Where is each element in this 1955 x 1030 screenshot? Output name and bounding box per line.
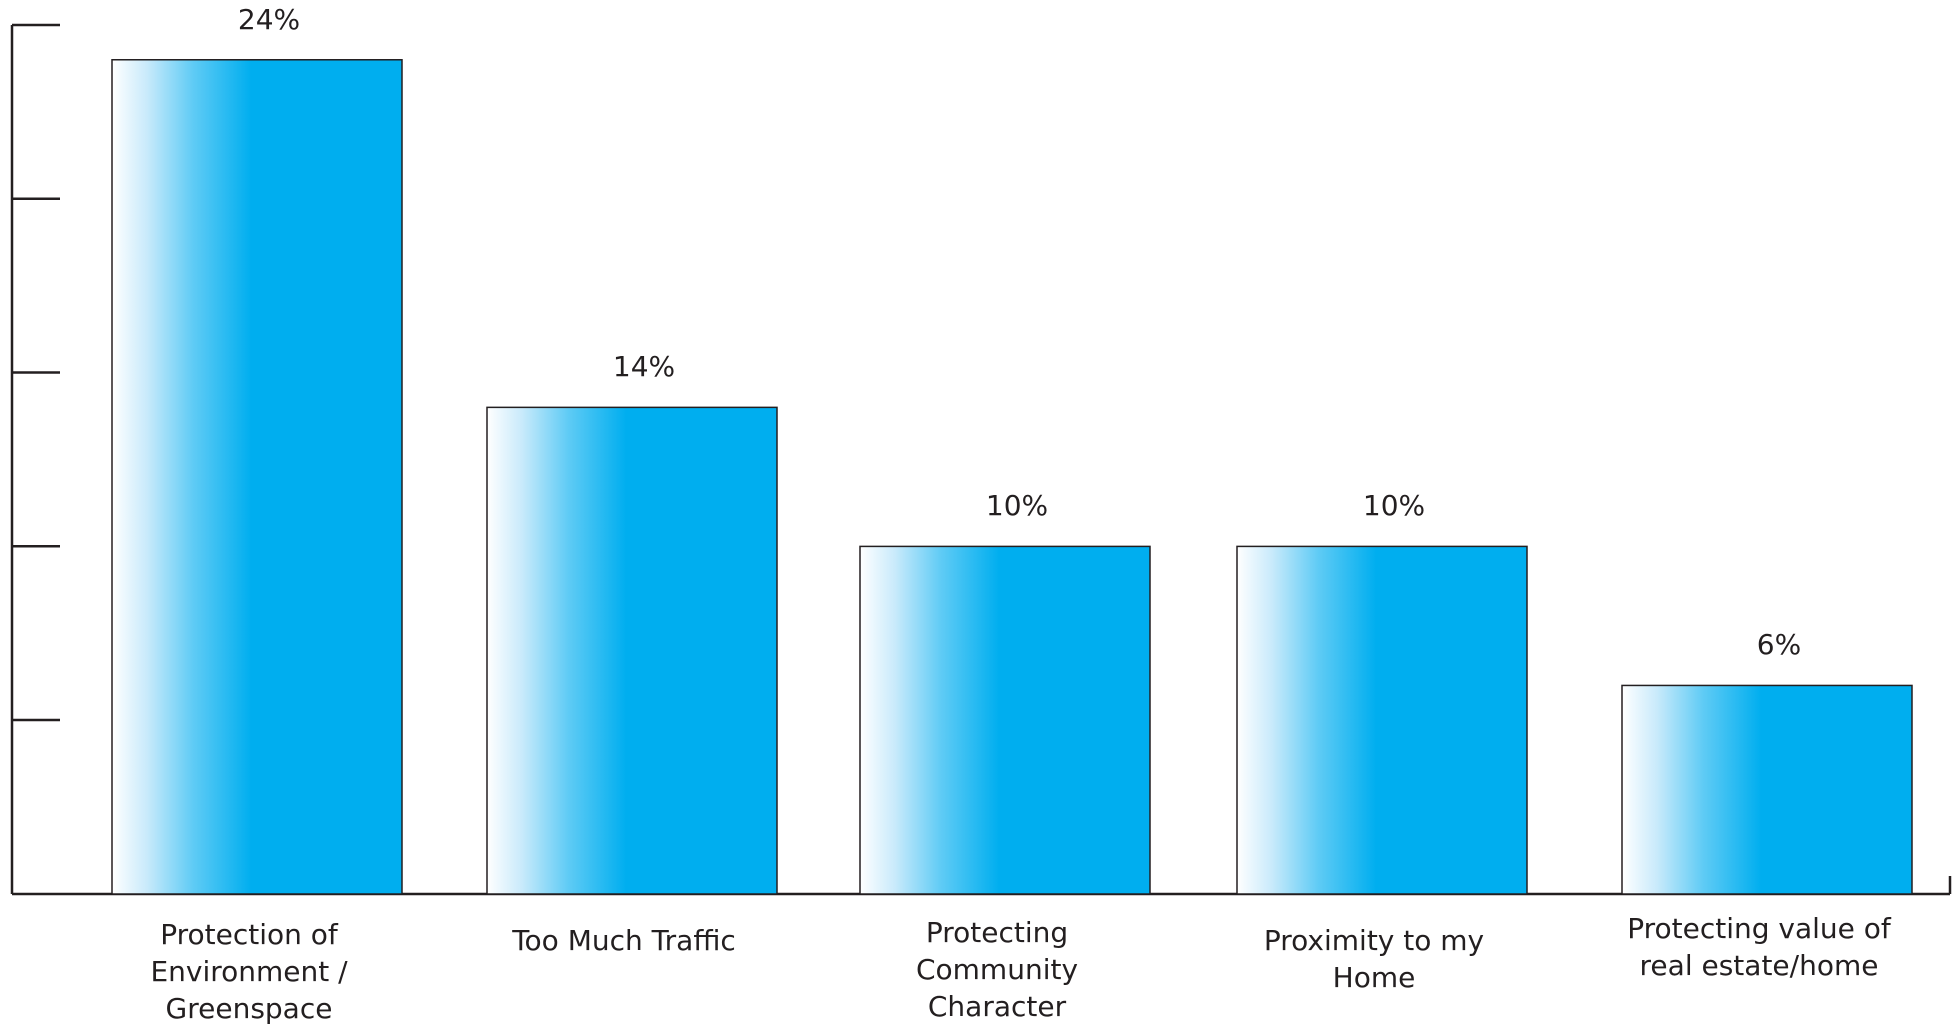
bar xyxy=(486,406,778,895)
bars xyxy=(111,59,1913,895)
x-tick-label-line: Protection of xyxy=(160,918,338,951)
data-label: 14% xyxy=(612,350,676,384)
x-tick-label-line: Protecting xyxy=(925,916,1069,949)
bar xyxy=(111,59,403,895)
data-label: 10% xyxy=(985,489,1049,523)
bar xyxy=(1236,545,1528,895)
data-label: 10% xyxy=(1362,489,1426,523)
x-tick-label-line: Environment / xyxy=(150,955,348,988)
x-tick-label-line: real estate/home xyxy=(1639,949,1879,982)
x-tick-label-line: Greenspace xyxy=(165,992,333,1025)
x-tick-label-line: Home xyxy=(1332,961,1416,994)
x-tick-label: Protecting value of real estate/home xyxy=(1609,910,1909,984)
bar xyxy=(1621,684,1913,895)
x-tick-label: Too Much Traffic xyxy=(474,922,774,959)
x-tick-label: Protection of Environment / Greenspace xyxy=(99,916,399,1027)
x-tick-label-line: Proximity to my xyxy=(1263,924,1485,957)
bar xyxy=(859,545,1151,895)
x-tick-label-line: Character xyxy=(927,990,1067,1023)
data-label: 24% xyxy=(237,2,301,36)
x-tick-label: Protecting Community Character xyxy=(847,914,1147,1025)
x-tick-label: Proximity to my Home xyxy=(1224,922,1524,996)
data-label: 6% xyxy=(1756,628,1802,662)
x-tick-label-line: Too Much Traffic xyxy=(512,924,736,957)
x-tick-label-line: Protecting value of xyxy=(1627,912,1891,945)
x-tick-label-line: Community xyxy=(915,953,1079,986)
